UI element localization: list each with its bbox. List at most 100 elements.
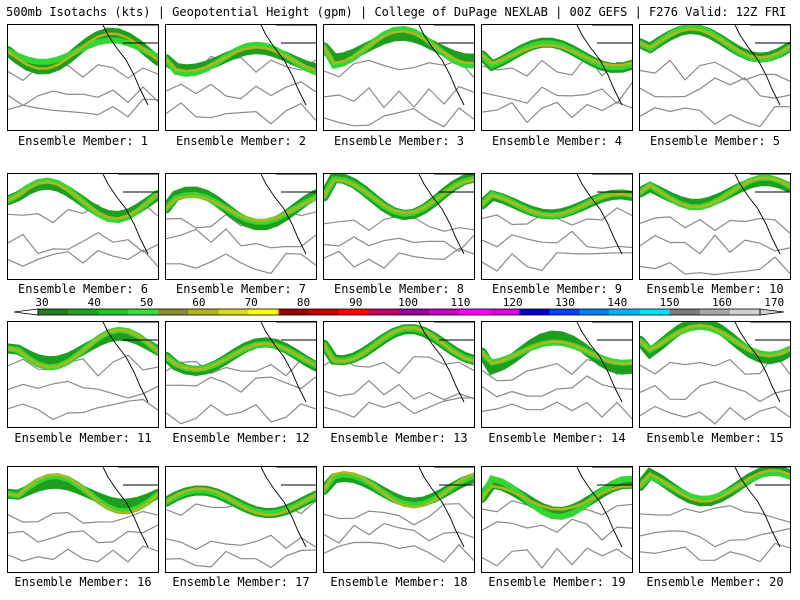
coastline <box>418 25 474 106</box>
isotach-band <box>640 323 790 358</box>
isotach-band <box>482 192 632 217</box>
isotach-band <box>8 328 158 369</box>
height-contour <box>166 102 316 125</box>
height-contour <box>640 234 790 255</box>
colorbar-tick-label: 70 <box>245 296 258 309</box>
map-plot <box>640 322 790 425</box>
colorbar-swatch <box>128 309 159 315</box>
colorbar-tick-label: 50 <box>140 296 153 309</box>
height-contour <box>166 81 316 100</box>
colorbar-swatch <box>38 309 69 315</box>
height-contour <box>640 380 790 403</box>
ensemble-map-panel <box>481 466 633 573</box>
ensemble-map-panel <box>481 24 633 131</box>
height-contour <box>640 77 790 99</box>
height-contour <box>8 524 158 544</box>
isotach-band <box>324 470 474 509</box>
colorbar-swatch <box>68 309 99 315</box>
coastline <box>260 25 316 106</box>
height-contour <box>166 228 316 249</box>
isotach-band <box>166 46 316 73</box>
ensemble-map-panel <box>7 321 159 428</box>
coastline <box>260 322 316 403</box>
height-contour <box>324 522 474 544</box>
colorbar-tick-label: 150 <box>660 296 680 309</box>
member-label: Ensemble Member: 4 <box>491 134 623 148</box>
member-label: Ensemble Member: 16 <box>14 575 152 589</box>
coastline <box>102 174 158 255</box>
height-contour <box>8 380 158 399</box>
ensemble-map-panel <box>323 466 475 573</box>
map-plot <box>166 174 316 275</box>
member-label: Ensemble Member: 6 <box>17 282 149 296</box>
coastline <box>734 322 790 403</box>
isotach-band <box>8 180 158 220</box>
ensemble-map-panel <box>165 321 317 428</box>
colorbar-tick-label: 60 <box>192 296 205 309</box>
height-contour <box>8 354 158 377</box>
map-plot <box>8 25 158 118</box>
map-plot <box>482 174 632 272</box>
coastline <box>418 322 474 403</box>
coastline <box>576 25 632 106</box>
height-contour <box>8 231 158 255</box>
colorbar-swatch <box>459 309 490 315</box>
colorbar-tick-label: 30 <box>35 296 48 309</box>
coastline <box>418 467 474 548</box>
height-contour <box>8 86 158 107</box>
member-label: Ensemble Member: 3 <box>333 134 465 148</box>
isotach-band <box>8 473 158 515</box>
height-contour <box>324 397 474 419</box>
height-contour <box>482 547 632 569</box>
colorbar-tick-label: 170 <box>764 296 784 309</box>
colorbar-swatch <box>158 309 189 315</box>
colorbar-swatch <box>429 309 460 315</box>
colorbar-tick-label: 80 <box>297 296 310 309</box>
map-plot <box>8 174 158 267</box>
map-plot <box>482 25 632 124</box>
coastline <box>102 25 158 106</box>
height-contour <box>640 527 790 548</box>
map-plot <box>8 467 158 563</box>
member-label: Ensemble Member: 19 <box>488 575 626 589</box>
member-label: Ensemble Member: 10 <box>646 282 784 296</box>
ensemble-map-panel <box>165 24 317 131</box>
isotach-band <box>640 324 790 358</box>
height-contour <box>324 59 474 79</box>
coastline <box>576 467 632 548</box>
height-contour <box>640 105 790 128</box>
isotach-band <box>640 469 790 503</box>
height-contour <box>482 252 632 272</box>
colorbar-swatch <box>308 309 340 315</box>
ensemble-map-panel <box>639 173 791 280</box>
member-label: Ensemble Member: 11 <box>14 431 152 445</box>
isotach-band <box>166 487 316 517</box>
height-contour <box>324 107 474 128</box>
map-plot <box>324 322 474 419</box>
member-label: Ensemble Member: 9 <box>491 282 623 296</box>
isotach-band <box>324 324 474 366</box>
isotach-band <box>324 30 474 65</box>
colorbar-swatch <box>549 309 580 315</box>
member-label: Ensemble Member: 7 <box>175 282 307 296</box>
height-contour <box>324 247 474 269</box>
member-label: Ensemble Member: 1 <box>17 134 149 148</box>
height-contour <box>324 503 474 526</box>
member-label: Ensemble Member: 2 <box>175 134 307 148</box>
height-contour <box>640 353 790 375</box>
coastline <box>260 467 316 548</box>
ensemble-map-panel <box>323 24 475 131</box>
height-contour <box>482 518 632 541</box>
member-label: Ensemble Member: 8 <box>333 282 465 296</box>
member-label: Ensemble Member: 15 <box>646 431 784 445</box>
colorbar-high-arrow <box>759 308 785 316</box>
height-contour <box>324 234 474 253</box>
isotach-band <box>482 330 632 376</box>
colorbar-swatch <box>669 309 701 315</box>
colorbar-swatch <box>218 309 249 315</box>
coastline <box>102 467 158 548</box>
height-contour <box>482 101 632 124</box>
ensemble-map-panel <box>7 173 159 280</box>
colorbar-swatch <box>248 309 279 315</box>
member-label: Ensemble Member: 18 <box>330 575 468 589</box>
